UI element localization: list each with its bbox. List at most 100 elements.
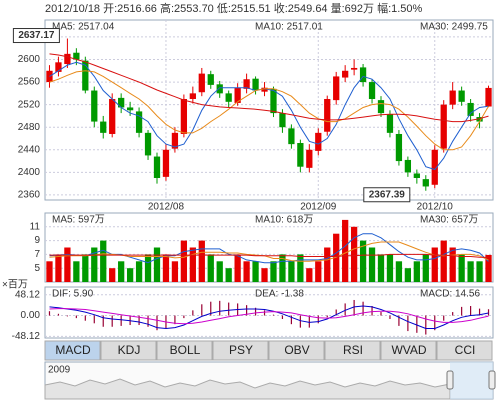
tab[interactable]: CCI [436, 340, 493, 361]
volume-bar [386, 254, 394, 282]
ma-line [49, 253, 489, 258]
candle-body [198, 73, 205, 93]
tab[interactable]: RSI [324, 340, 381, 361]
volume-bar [73, 261, 80, 282]
volume-bar [252, 261, 259, 282]
volume-bar [279, 254, 286, 282]
overview-window[interactable] [450, 362, 493, 399]
candle-body [350, 67, 358, 70]
tab-label[interactable]: MACD [55, 343, 91, 357]
volume-bar [261, 268, 268, 282]
tab-bg[interactable] [324, 340, 381, 361]
y-tick-label: 7 [34, 249, 40, 260]
tab[interactable]: KDJ [100, 340, 157, 361]
y-tick-label: 0.00 [21, 310, 41, 321]
price-panel [44, 19, 494, 201]
volume-bar [118, 261, 125, 282]
tab-label[interactable]: CCI [455, 343, 476, 357]
volume-bar [270, 261, 277, 282]
candle-body [252, 78, 259, 91]
volume-bar [243, 261, 250, 282]
volume-bar [82, 254, 89, 282]
tab[interactable]: WVAD [380, 340, 437, 361]
volume-bar [126, 268, 134, 282]
candle-body [458, 90, 465, 102]
candle-body [82, 60, 89, 91]
candle-body [431, 149, 438, 185]
legend-entry: MA30: 2499.75 [420, 22, 488, 33]
candle-body [377, 100, 385, 114]
candle-body [153, 156, 161, 178]
volume-bar [449, 247, 456, 282]
tab-label[interactable]: RSI [343, 343, 363, 357]
y-tick-label: 2480 [18, 122, 41, 133]
candle-body [91, 90, 98, 122]
tab-label[interactable]: OBV [284, 343, 309, 357]
tab-bg[interactable] [156, 340, 213, 361]
annotation-box [12, 28, 60, 44]
candle-body [118, 97, 125, 108]
y-tick-label: 2360 [18, 190, 41, 201]
volume-bar [440, 240, 447, 282]
header: 2012/10/18 开:2516.66 高:2553.70 低:2515.51… [45, 1, 423, 15]
legend-entry: MA5: 597万 [52, 215, 105, 226]
candle-body [368, 82, 376, 99]
tab-label[interactable]: PSY [229, 343, 253, 357]
tab-bg[interactable] [436, 340, 493, 361]
volume-bar [395, 261, 403, 282]
candle-body [359, 67, 367, 83]
ma-line [49, 61, 489, 171]
candle-body [467, 102, 474, 116]
volume-bar [377, 254, 385, 282]
volume-bar [324, 247, 331, 282]
x-tick-label: 2012/10 [417, 202, 454, 213]
volume-bar [350, 226, 358, 282]
candle-body [342, 70, 349, 78]
candle-body [315, 132, 322, 151]
tab-bg[interactable] [212, 340, 269, 361]
y-tick-label: -48.12 [12, 331, 41, 342]
tab-bg[interactable] [268, 340, 325, 361]
volume-bar [46, 261, 53, 282]
y-tick-label: 2440 [18, 144, 41, 155]
volume-bar [171, 261, 179, 282]
tab-label[interactable]: WVAD [391, 343, 426, 357]
volume-bar [297, 254, 304, 282]
tab-bg[interactable] [100, 340, 157, 361]
annotation: 2637.17 [18, 30, 55, 41]
legend-entry: DEA: -1.38 [255, 289, 304, 300]
candle-body [261, 87, 268, 92]
candle-body [135, 111, 143, 133]
candle-body [306, 149, 313, 168]
tab-bg[interactable] [380, 340, 437, 361]
slider-handle[interactable] [446, 370, 454, 390]
tab[interactable]: MACD [44, 340, 101, 361]
candle-body [171, 132, 179, 149]
volume-bar [431, 247, 438, 282]
candle-body [109, 98, 116, 134]
x-tick-label: 2012/09 [300, 202, 337, 213]
volume-bar [109, 268, 116, 282]
tab[interactable]: PSY [212, 340, 269, 361]
candle-body [100, 121, 107, 133]
candle-body [270, 88, 277, 114]
legend-entry: MACD: 14.56 [420, 289, 480, 300]
candle-body [485, 87, 492, 107]
candle-body [225, 93, 232, 102]
tab[interactable]: BOLL [156, 340, 213, 361]
volume-bar [467, 261, 474, 282]
candle-body [126, 107, 134, 111]
ma-line [49, 305, 489, 330]
candle-body [404, 159, 412, 173]
tab[interactable]: OBV [268, 340, 325, 361]
ma-line [49, 70, 489, 151]
volume-bar [476, 261, 483, 282]
candle-body [189, 93, 196, 99]
tab-label[interactable]: BOLL [170, 343, 201, 357]
overview-label: 2009 [48, 365, 71, 376]
slider-handle[interactable] [488, 370, 496, 390]
tab-bg[interactable] [44, 340, 101, 361]
volume-bar [413, 261, 420, 282]
ma-line [49, 308, 489, 325]
tab-label[interactable]: KDJ [118, 343, 141, 357]
